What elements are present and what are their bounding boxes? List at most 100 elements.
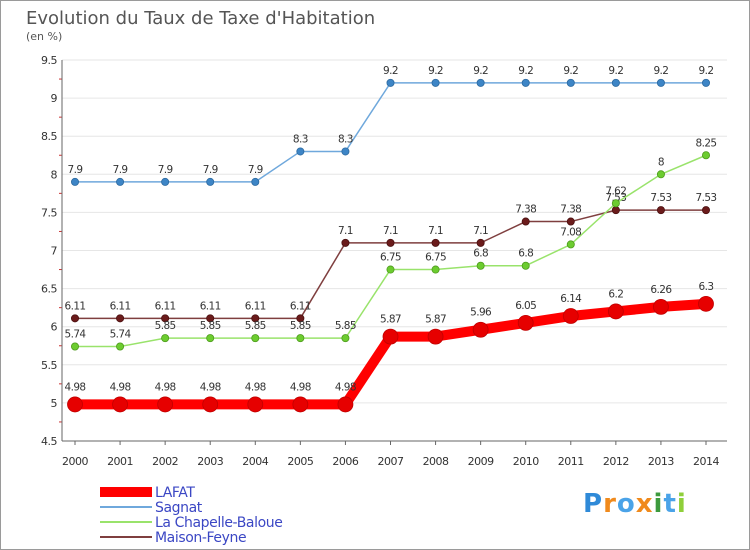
data-label-sagnat: 9.2: [653, 65, 668, 77]
data-label-la-chapelle-baloue: 5.85: [245, 320, 266, 332]
data-point-la-chapelle-baloue: [71, 342, 80, 351]
data-label-maison-feyne: 7.1: [383, 225, 398, 237]
data-point-maison-feyne: [71, 314, 80, 323]
data-label-la-chapelle-baloue: 5.85: [200, 320, 221, 332]
y-tick-label: 5: [51, 397, 58, 410]
data-point-maison-feyne: [296, 314, 305, 323]
x-tick-label: 2005: [287, 455, 313, 468]
data-point-lafat: [337, 396, 354, 413]
data-label-sagnat: 7.9: [248, 164, 263, 176]
x-tick-label: 2006: [332, 455, 358, 468]
data-label-sagnat: 7.9: [113, 164, 128, 176]
brand-letter: i: [676, 489, 687, 519]
data-label-lafat: 4.98: [110, 381, 131, 393]
data-point-sagnat: [341, 147, 350, 156]
data-label-maison-feyne: 6.11: [65, 300, 86, 312]
data-point-maison-feyne: [702, 206, 711, 215]
data-point-la-chapelle-baloue: [206, 334, 215, 343]
data-label-sagnat: 9.2: [518, 65, 533, 77]
y-tick-label: 7: [51, 245, 58, 258]
data-label-sagnat: 9.2: [699, 65, 714, 77]
data-point-la-chapelle-baloue: [161, 334, 170, 343]
chart-subtitle: (en %): [26, 30, 62, 43]
data-label-lafat: 4.98: [155, 381, 176, 393]
data-label-sagnat: 9.2: [428, 65, 443, 77]
data-point-la-chapelle-baloue: [386, 265, 395, 274]
data-point-lafat: [112, 396, 128, 413]
data-label-maison-feyne: 7.38: [560, 204, 581, 216]
data-point-maison-feyne: [431, 238, 440, 247]
y-tick-label: 8.5: [41, 130, 57, 143]
data-label-maison-feyne: 7.1: [428, 225, 443, 237]
data-point-maison-feyne: [386, 238, 395, 247]
legend-label-sagnat: Sagnat: [155, 500, 203, 516]
x-tick-label: 2002: [152, 455, 178, 468]
data-label-la-chapelle-baloue: 5.85: [335, 320, 356, 332]
data-label-la-chapelle-baloue: 7.62: [605, 185, 626, 197]
data-point-lafat: [472, 321, 489, 338]
data-label-maison-feyne: 6.11: [155, 300, 176, 312]
data-label-maison-feyne: 7.38: [515, 204, 536, 216]
x-tick-label: 2000: [62, 455, 88, 468]
data-label-lafat: 4.98: [65, 381, 86, 393]
data-point-lafat: [427, 328, 444, 345]
data-label-sagnat: 8.3: [338, 133, 353, 145]
data-point-sagnat: [431, 78, 440, 87]
y-tick-label: 9.5: [41, 54, 57, 67]
x-tick-label: 2011: [558, 455, 584, 468]
data-point-maison-feyne: [521, 217, 530, 226]
x-tick-label: 2007: [378, 455, 404, 468]
data-point-maison-feyne: [161, 314, 170, 323]
x-tick-label: 2009: [468, 455, 494, 468]
y-tick-label: 7.5: [41, 206, 57, 219]
data-label-maison-feyne: 7.53: [696, 192, 717, 204]
data-point-lafat: [202, 396, 219, 413]
data-label-maison-feyne: 6.11: [200, 300, 221, 312]
data-label-la-chapelle-baloue: 8: [658, 156, 664, 168]
data-point-la-chapelle-baloue: [521, 261, 530, 270]
data-point-lafat: [607, 303, 624, 320]
data-point-sagnat: [386, 78, 395, 87]
data-label-maison-feyne: 7.53: [650, 192, 671, 204]
data-point-maison-feyne: [611, 206, 620, 215]
data-point-lafat: [292, 396, 309, 413]
x-tick-label: 2008: [423, 455, 449, 468]
data-point-la-chapelle-baloue: [116, 342, 125, 351]
data-point-la-chapelle-baloue: [656, 170, 665, 179]
data-point-sagnat: [656, 78, 665, 87]
data-label-lafat: 4.98: [335, 381, 356, 393]
data-point-lafat: [653, 298, 669, 315]
data-point-sagnat: [206, 177, 215, 186]
data-label-la-chapelle-baloue: 7.08: [560, 226, 581, 238]
data-point-la-chapelle-baloue: [476, 261, 485, 270]
brand-letter: P: [583, 489, 604, 519]
data-label-lafat: 4.98: [245, 381, 266, 393]
data-point-lafat: [67, 396, 83, 413]
x-tick-label: 2010: [513, 455, 539, 468]
legend-label-lafat: LAFAT: [155, 485, 195, 501]
data-point-sagnat: [251, 177, 260, 186]
x-tick-label: 2013: [648, 455, 674, 468]
data-point-sagnat: [476, 78, 485, 87]
data-point-lafat: [562, 308, 579, 324]
brand-letter: r: [603, 489, 617, 519]
data-label-lafat: 5.87: [425, 314, 446, 326]
data-point-lafat: [157, 396, 174, 413]
data-point-la-chapelle-baloue: [611, 199, 620, 208]
data-label-sagnat: 9.2: [473, 65, 488, 77]
data-label-sagnat: 9.2: [608, 65, 623, 77]
data-point-sagnat: [116, 177, 125, 186]
y-tick-label: 9: [51, 92, 58, 105]
data-label-maison-feyne: 7.1: [473, 225, 488, 237]
brand-letter: x: [635, 489, 654, 519]
data-point-sagnat: [161, 177, 170, 186]
data-label-maison-feyne: 6.11: [290, 300, 311, 312]
data-label-sagnat: 9.2: [383, 65, 398, 77]
legend-label-maison-feyne: Maison-Feyne: [155, 530, 246, 546]
x-tick-label: 2004: [242, 455, 268, 468]
data-label-la-chapelle-baloue: 6.75: [380, 252, 401, 264]
data-label-la-chapelle-baloue: 5.74: [65, 329, 87, 341]
y-tick-label: 8: [51, 168, 58, 181]
